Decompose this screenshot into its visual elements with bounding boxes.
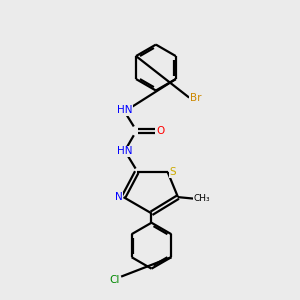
Text: Br: Br	[190, 93, 201, 103]
Text: N: N	[115, 192, 123, 202]
Text: O: O	[156, 126, 164, 136]
Text: Cl: Cl	[110, 274, 120, 285]
Text: S: S	[170, 167, 176, 177]
Text: CH₃: CH₃	[193, 194, 210, 203]
Text: HN: HN	[117, 146, 133, 157]
Text: HN: HN	[117, 105, 133, 115]
